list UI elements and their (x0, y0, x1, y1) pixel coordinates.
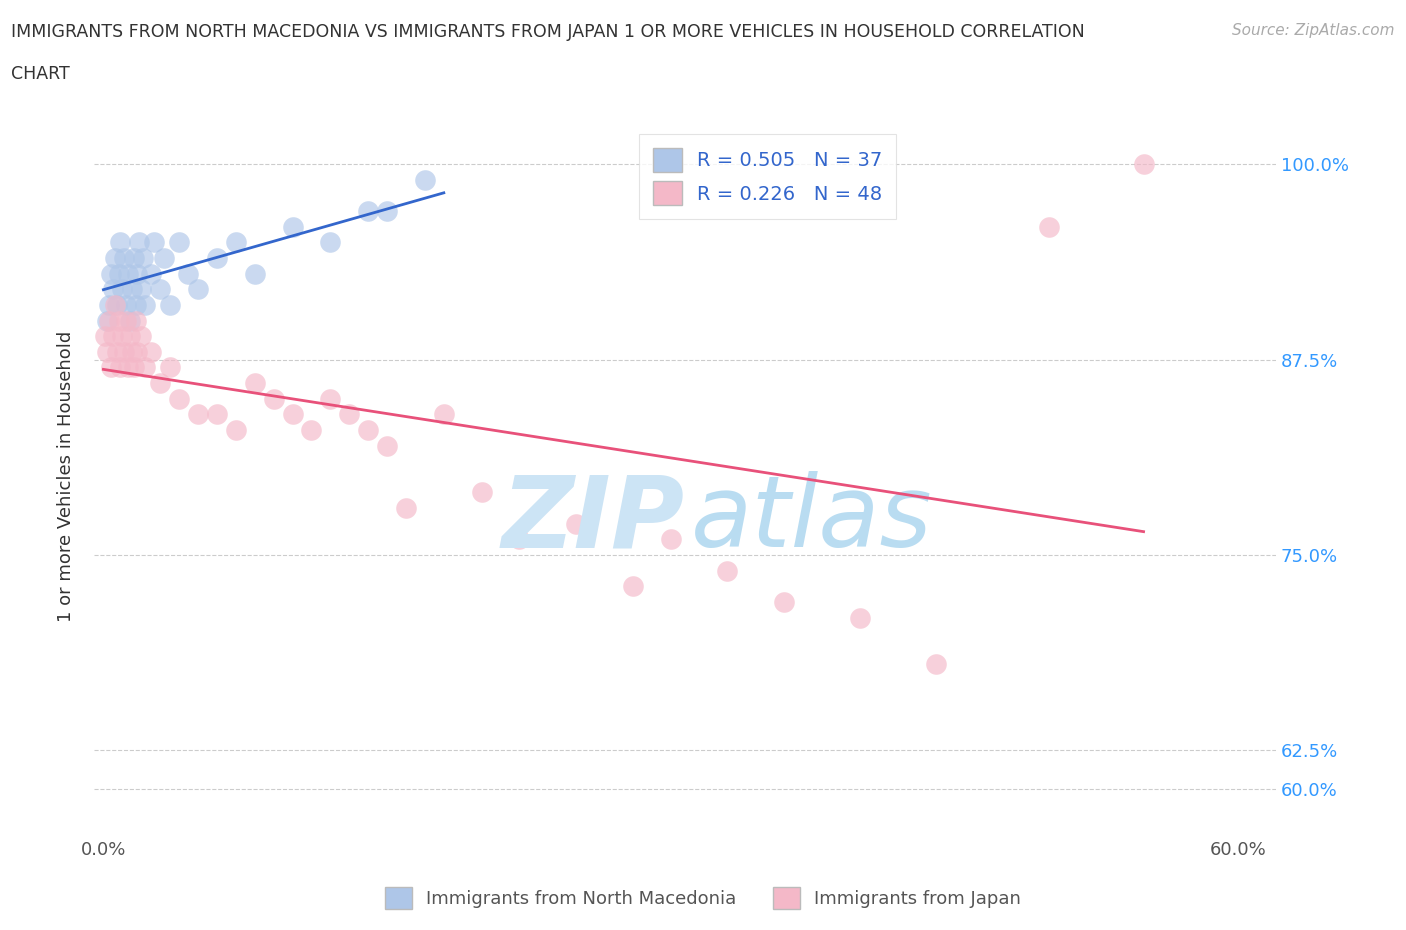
Text: ZIP: ZIP (502, 472, 685, 568)
Point (205, 406, 228, 421)
Point (117, 360, 139, 375)
Point (98, 313, 121, 328)
Point (143, 235, 166, 250)
Point (127, 266, 149, 281)
Point (187, 406, 209, 421)
Point (1038, 219, 1060, 234)
Point (121, 282, 143, 297)
Point (159, 360, 181, 375)
Point (159, 298, 181, 312)
Point (508, 532, 530, 547)
Point (167, 235, 190, 250)
Point (111, 328, 134, 343)
Point (263, 392, 285, 406)
Point (134, 360, 156, 375)
Point (187, 282, 209, 297)
Point (128, 235, 150, 250)
Point (319, 235, 342, 250)
Point (122, 360, 145, 375)
Point (716, 564, 738, 578)
Point (299, 422, 322, 437)
Point (413, 172, 436, 187)
Point (243, 376, 266, 391)
Point (167, 392, 190, 406)
Point (395, 500, 418, 515)
Point (101, 282, 124, 297)
Point (110, 360, 132, 375)
Point (153, 250, 176, 265)
Point (129, 328, 152, 343)
Point (433, 406, 456, 421)
Point (375, 204, 398, 219)
Point (118, 328, 141, 343)
Text: IMMIGRANTS FROM NORTH MACEDONIA VS IMMIGRANTS FROM JAPAN 1 OR MORE VEHICLES IN H: IMMIGRANTS FROM NORTH MACEDONIA VS IMMIG… (11, 23, 1085, 41)
Point (112, 250, 135, 265)
Point (205, 250, 228, 265)
Point (337, 406, 360, 421)
Text: CHART: CHART (11, 65, 70, 83)
Point (104, 250, 127, 265)
Point (281, 406, 304, 421)
Point (124, 313, 146, 328)
Point (132, 250, 155, 265)
Point (225, 422, 247, 437)
Point (357, 422, 380, 437)
Point (621, 578, 644, 593)
Point (127, 344, 149, 359)
Point (105, 344, 128, 359)
Point (104, 298, 127, 312)
Point (177, 266, 200, 281)
Point (94, 328, 117, 343)
Point (115, 313, 138, 328)
Point (134, 298, 156, 312)
Point (139, 344, 162, 359)
Point (1132, 157, 1154, 172)
Y-axis label: 1 or more Vehicles in Household: 1 or more Vehicles in Household (58, 331, 75, 622)
Point (129, 282, 152, 297)
Text: atlas: atlas (690, 472, 932, 568)
Text: Source: ZipAtlas.com: Source: ZipAtlas.com (1232, 23, 1395, 38)
Point (117, 266, 139, 281)
Point (281, 219, 304, 234)
Point (112, 344, 135, 359)
Point (96, 313, 118, 328)
Point (149, 376, 172, 391)
Point (471, 485, 494, 500)
Point (773, 594, 796, 609)
Point (111, 282, 134, 297)
Point (100, 266, 122, 281)
Point (105, 298, 128, 312)
Point (96, 344, 118, 359)
Point (225, 235, 247, 250)
Point (149, 282, 172, 297)
Point (924, 657, 946, 671)
Point (121, 344, 143, 359)
Point (101, 328, 124, 343)
Point (100, 360, 122, 375)
Point (357, 204, 380, 219)
Point (118, 313, 141, 328)
Point (565, 516, 588, 531)
Legend: R = 0.505   N = 37, R = 0.226   N = 48: R = 0.505 N = 37, R = 0.226 N = 48 (640, 134, 896, 219)
Point (319, 392, 342, 406)
Point (139, 266, 162, 281)
Legend: Immigrants from North Macedonia, Immigrants from Japan: Immigrants from North Macedonia, Immigra… (378, 880, 1028, 916)
Point (107, 266, 129, 281)
Point (98, 298, 121, 312)
Point (122, 250, 145, 265)
Point (375, 438, 398, 453)
Point (124, 298, 146, 312)
Point (115, 298, 138, 312)
Point (107, 313, 129, 328)
Point (243, 266, 266, 281)
Point (110, 235, 132, 250)
Point (659, 532, 682, 547)
Point (849, 610, 872, 625)
